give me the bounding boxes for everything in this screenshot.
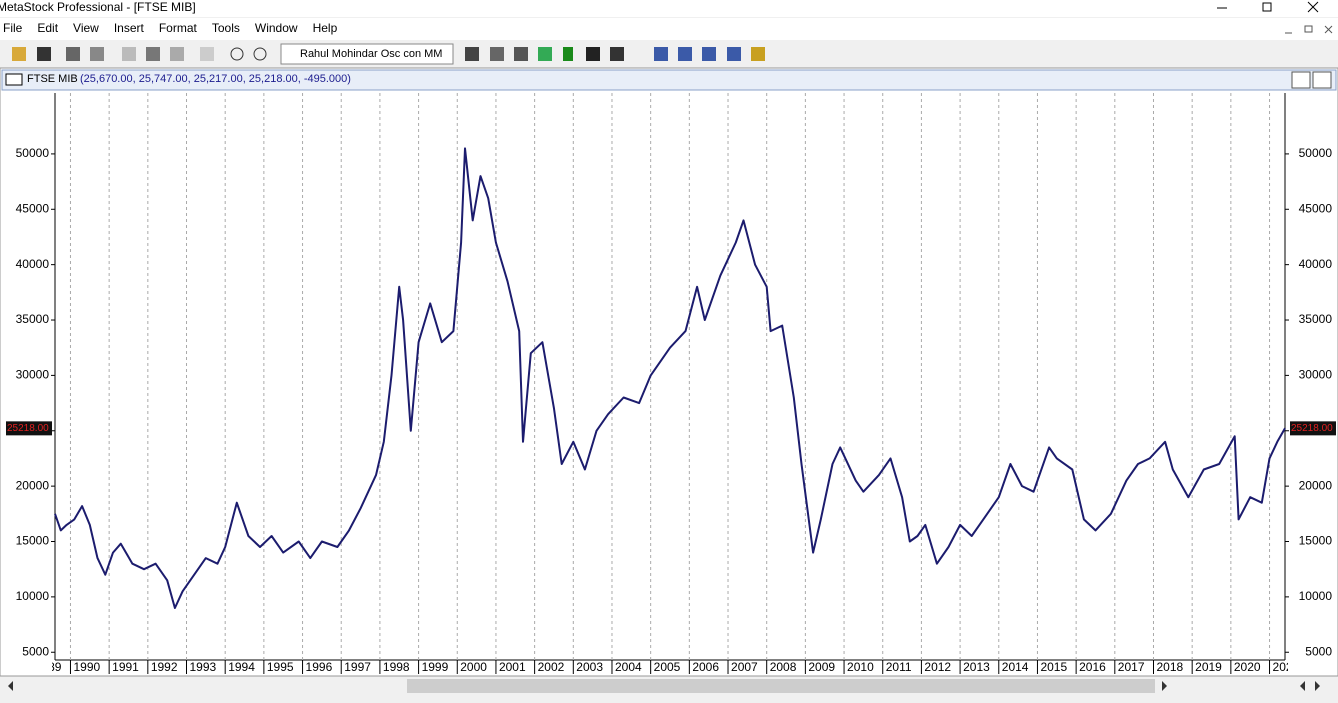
x-tick-label: 2009 xyxy=(808,660,835,674)
menu-item[interactable]: File xyxy=(3,21,23,35)
menu-item[interactable]: View xyxy=(73,21,99,35)
x-tick-label: 2004 xyxy=(615,660,642,674)
y-tick-label-right: 30000 xyxy=(1299,368,1333,382)
x-tick-label: 2021 xyxy=(1273,660,1300,674)
y-tick-label: 50000 xyxy=(16,146,50,160)
y-tick-label-right: 10000 xyxy=(1299,589,1333,603)
y-tick-label: 20000 xyxy=(16,478,50,492)
x-tick-label: 1992 xyxy=(151,660,178,674)
x-tick-label: 1997 xyxy=(344,660,371,674)
x-tick-label: 1989 xyxy=(35,660,62,674)
y-tick-label-right: 45000 xyxy=(1299,201,1333,215)
menu-item[interactable]: Tools xyxy=(212,21,240,35)
chart-title: FTSE MIB xyxy=(27,73,78,85)
x-tick-label: 2005 xyxy=(654,660,681,674)
x-tick-label: 2001 xyxy=(499,660,526,674)
scroll-buttons[interactable] xyxy=(8,681,1320,691)
last-value-box xyxy=(1290,421,1336,436)
x-tick-label: 2003 xyxy=(576,660,603,674)
window-controls[interactable] xyxy=(1217,1,1319,13)
x-tick-label: 1999 xyxy=(422,660,449,674)
y-tick-label-right: 20000 xyxy=(1299,478,1333,492)
x-tick-labels: 1989 1990 1991 1992 1993 1994 1995 1996 1997 1998… xyxy=(35,660,1300,674)
mdi-controls[interactable] xyxy=(1285,25,1333,34)
x-tick-label: 2011 xyxy=(886,660,912,674)
menu: File Edit View Insert Format Tools Window Help xyxy=(3,21,338,35)
x-tick-label: 2019 xyxy=(1195,660,1222,674)
y-tick-label: 5000 xyxy=(22,644,49,658)
x-tick-label: 2020 xyxy=(1234,660,1261,674)
menu-item[interactable]: Insert xyxy=(114,21,145,35)
y-tick-label: 15000 xyxy=(16,534,50,548)
window-title: MetaStock Professional - [FTSE MIB] xyxy=(0,0,196,14)
last-value-label: 25218.00 xyxy=(7,423,49,434)
last-value-box xyxy=(6,421,52,436)
x-tick-label: 2016 xyxy=(1079,660,1106,674)
x-tick-label: 1991 xyxy=(112,660,139,674)
x-tick-label: 2006 xyxy=(692,660,719,674)
y-tick-label-right: 35000 xyxy=(1299,312,1333,326)
x-tick-label: 2014 xyxy=(1002,660,1029,674)
menu-item[interactable]: Edit xyxy=(37,21,58,35)
x-tick-label: 2008 xyxy=(770,660,797,674)
y-tick-label-right: 40000 xyxy=(1299,257,1333,271)
x-tick-label: 1990 xyxy=(73,660,100,674)
x-tick-label: 2002 xyxy=(538,660,565,674)
y-tick-label: 35000 xyxy=(16,312,50,326)
price-line xyxy=(54,147,1286,609)
y-tick-label-right: 50000 xyxy=(1299,146,1333,160)
menu-item[interactable]: Help xyxy=(313,21,338,35)
indicator-label: Rahul Mohindar Osc con MM xyxy=(300,48,442,60)
menu-bar xyxy=(0,18,1338,40)
chart-icon xyxy=(5,73,23,86)
y-tick-label-right: 5000 xyxy=(1305,644,1332,658)
x-tick-label: 1995 xyxy=(267,660,294,674)
scroll-thumb[interactable] xyxy=(407,679,1155,693)
toolbar xyxy=(0,41,1338,67)
x-tick-label: 2012 xyxy=(924,660,951,674)
x-tick-label: 1996 xyxy=(306,660,333,674)
y-tick-label: 45000 xyxy=(16,201,50,215)
y-tick-label-right: 15000 xyxy=(1299,534,1333,548)
x-tick-label: 2000 xyxy=(460,660,487,674)
x-tick-label: 2007 xyxy=(731,660,758,674)
x-tick-label: 1993 xyxy=(190,660,217,674)
x-tick-label: 2015 xyxy=(1040,660,1067,674)
chart-window xyxy=(0,67,1338,677)
chart-window-controls[interactable] xyxy=(1291,71,1332,89)
y-tick-label: 30000 xyxy=(16,368,50,382)
x-tick-label: 2013 xyxy=(963,660,990,674)
x-tick-label: 2018 xyxy=(1156,660,1183,674)
x-tick-label: 1998 xyxy=(383,660,410,674)
chart-subtitle: (25,670.00, 25,747.00, 25,217.00, 25,218… xyxy=(80,73,351,85)
indicator-dropdown[interactable] xyxy=(280,43,454,65)
chart-window-header xyxy=(1,69,1337,91)
toolbar-icons[interactable] xyxy=(12,47,765,61)
y-tick-label: 10000 xyxy=(16,589,50,603)
menu-item[interactable]: Format xyxy=(159,21,198,35)
x-tick-label: 2017 xyxy=(1118,660,1145,674)
menu-item[interactable]: Window xyxy=(255,21,298,35)
title-bar xyxy=(0,0,1338,17)
last-value-label: 25218.00 xyxy=(1291,423,1333,434)
y-tick-label: 40000 xyxy=(16,257,50,271)
x-tick-label: 2010 xyxy=(847,660,874,674)
x-tick-label: 1994 xyxy=(228,660,255,674)
